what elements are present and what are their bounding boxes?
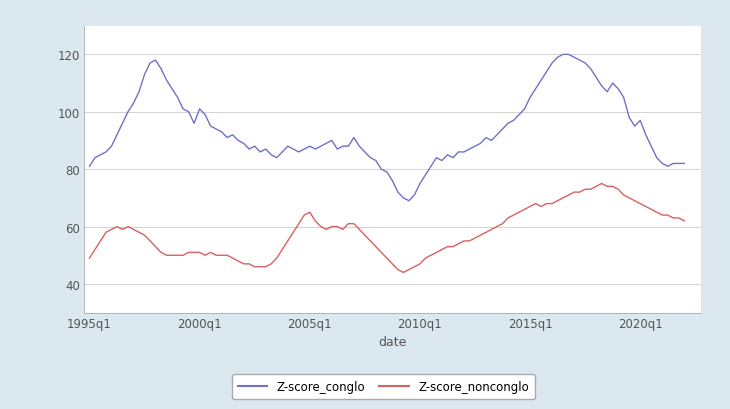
Legend: Z-score_conglo, Z-score_nonconglo: Z-score_conglo, Z-score_nonconglo [231,374,535,399]
X-axis label: date: date [378,335,407,348]
